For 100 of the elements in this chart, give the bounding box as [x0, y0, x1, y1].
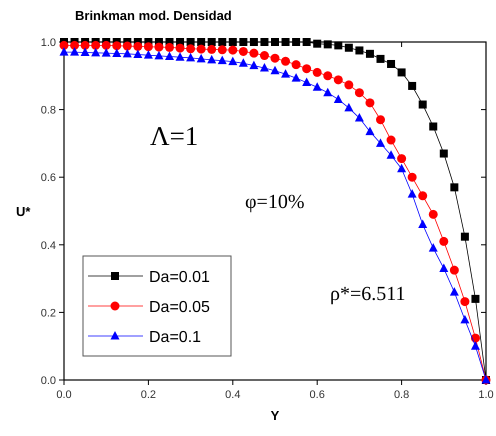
annotation: φ=10% [245, 191, 304, 213]
point [386, 136, 396, 145]
point [344, 102, 354, 112]
point [354, 113, 364, 122]
point [440, 150, 448, 158]
point [439, 263, 448, 272]
point [102, 40, 111, 50]
point [334, 94, 343, 103]
point [460, 297, 470, 306]
annotation: ρ*=6.511 [330, 283, 406, 305]
point [144, 50, 153, 59]
point [228, 46, 238, 55]
point [218, 45, 227, 54]
point [418, 220, 428, 228]
point [428, 243, 438, 252]
point [186, 44, 196, 54]
point [324, 40, 332, 48]
point [281, 56, 290, 66]
point [292, 73, 301, 82]
point [355, 46, 364, 54]
point [418, 100, 427, 109]
point [112, 41, 122, 50]
point [154, 50, 164, 60]
point [344, 80, 354, 90]
point [271, 38, 279, 46]
x-tick-label: 0.6 [310, 389, 325, 401]
point [144, 42, 153, 52]
point [197, 38, 206, 46]
point [122, 48, 132, 58]
x-tick-label: 0.2 [140, 389, 156, 401]
point [249, 48, 258, 58]
point [429, 122, 438, 130]
point [260, 51, 269, 60]
point [408, 189, 417, 198]
point [386, 150, 396, 159]
point [450, 266, 459, 275]
point [112, 48, 122, 57]
x-tick-label: 1.0 [478, 389, 494, 401]
point [376, 115, 385, 124]
point [260, 38, 268, 46]
point [270, 66, 280, 74]
point [60, 47, 68, 56]
point [376, 54, 384, 63]
point [176, 52, 185, 61]
y-tick-label: 0.8 [40, 104, 56, 117]
legend-label: Da=0.01 [149, 269, 210, 286]
y-tick-label: 0.6 [40, 172, 56, 184]
point [133, 50, 142, 58]
point [228, 56, 238, 66]
point [323, 88, 332, 96]
y-tick-label: 0.2 [40, 307, 56, 320]
point [91, 40, 100, 50]
point [408, 172, 417, 182]
point [334, 75, 343, 84]
point [196, 44, 206, 54]
x-tick-label: 0.4 [225, 389, 240, 401]
point [323, 71, 332, 80]
point [450, 287, 459, 296]
point [165, 52, 174, 60]
point [313, 40, 322, 48]
point [418, 191, 428, 200]
point [218, 38, 226, 46]
point [196, 54, 206, 62]
point [208, 38, 216, 46]
point [376, 138, 385, 147]
point [460, 232, 469, 241]
point [80, 47, 90, 56]
point [471, 294, 480, 303]
point [228, 38, 237, 46]
x-tick-label: 0.0 [56, 389, 72, 401]
point [239, 38, 248, 46]
point [122, 42, 132, 51]
y-tick-label: 0.4 [40, 240, 56, 252]
point [292, 38, 300, 46]
point [302, 64, 312, 74]
point [207, 54, 216, 64]
point [70, 47, 80, 56]
point [450, 183, 458, 192]
x-tick-label: 0.8 [394, 389, 410, 401]
point [312, 82, 322, 91]
point [398, 68, 406, 76]
point [470, 341, 480, 350]
y-axis-title: U* [16, 204, 32, 219]
point [70, 40, 80, 50]
point [460, 314, 470, 324]
point [186, 52, 196, 62]
x-axis-title: Y [270, 408, 280, 423]
point [439, 236, 448, 246]
point [344, 44, 353, 52]
point [397, 164, 406, 172]
point [302, 38, 311, 46]
y-tick-label: 1.0 [40, 37, 56, 49]
point [387, 60, 396, 68]
point [91, 48, 100, 56]
point [365, 126, 374, 136]
point [154, 42, 164, 52]
point [408, 82, 416, 90]
point [312, 68, 322, 77]
point [176, 44, 185, 53]
chart-title: Brinkman mod. Densidad [75, 8, 232, 23]
